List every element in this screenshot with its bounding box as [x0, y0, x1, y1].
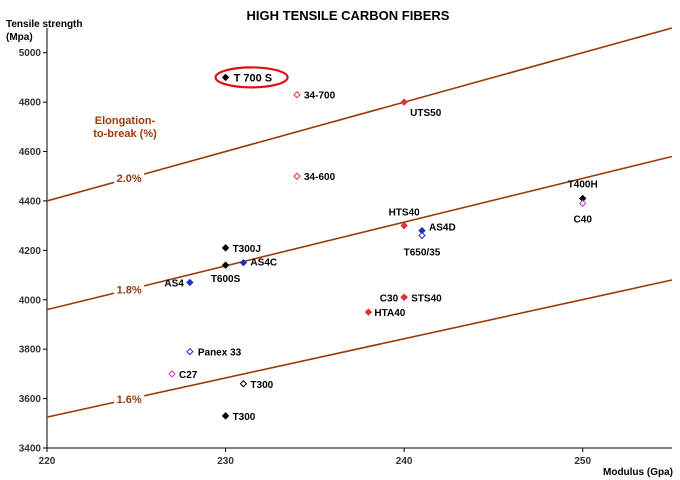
- point-label: HTA40: [374, 308, 405, 319]
- highlight-ring: [214, 66, 289, 89]
- point-label: Panex 33: [198, 348, 242, 359]
- reference-label: 2.0%: [117, 173, 142, 185]
- y-tick-label: 5000: [19, 48, 42, 59]
- y-tick-label: 4000: [19, 295, 42, 306]
- y-tick-label: 3400: [19, 444, 42, 455]
- point-marker: [239, 258, 248, 267]
- point-label: T300: [250, 380, 273, 391]
- point-label: 34-700: [304, 91, 336, 102]
- point-label: C30: [380, 293, 399, 304]
- point-marker: [293, 172, 301, 180]
- point-marker: [168, 370, 176, 378]
- y-tick-label: 3800: [19, 345, 42, 356]
- point-label: C27: [179, 370, 198, 381]
- point-label: STS40: [411, 293, 442, 304]
- point-marker: [579, 199, 587, 208]
- point-label: AS4D: [429, 223, 456, 234]
- reference-lines: 2.0% 1.8% 1.6%: [46, 27, 673, 418]
- point-label: T300J: [233, 244, 261, 255]
- point-label: HTS40: [389, 208, 421, 219]
- x-axis-label: Modulus (Gpa): [603, 467, 673, 478]
- point-label: T400H: [568, 179, 598, 190]
- axes: [46, 28, 672, 449]
- reference-line-1.8%: [46, 155, 673, 311]
- point-label: AS4: [164, 278, 184, 289]
- point-label: 34-600: [304, 172, 336, 183]
- reference-label-bg: [114, 281, 145, 297]
- point-label: C40: [574, 214, 593, 225]
- point-marker: [364, 308, 373, 316]
- point-marker: [221, 73, 230, 82]
- point-marker: [221, 244, 230, 252]
- point-label: T650/35: [404, 248, 441, 259]
- y-tick-label: 4400: [19, 196, 42, 207]
- point-marker: [400, 293, 408, 302]
- point-marker: [221, 412, 230, 420]
- x-tick-label: 220: [39, 456, 56, 467]
- point-marker: [221, 261, 230, 269]
- y-tick-label: 4200: [19, 246, 42, 257]
- elongation-annotation-line-1: Elongation-: [95, 115, 156, 127]
- point-marker: [186, 278, 194, 287]
- ticks: 3400 3600 3800 4000 4200 4400 4600 4800 5000 220 2…: [19, 48, 592, 467]
- x-tick-label: 250: [574, 456, 591, 467]
- reference-label: 1.8%: [117, 285, 142, 297]
- reference-label: 1.6%: [117, 394, 142, 406]
- point-label: AS4C: [250, 258, 277, 269]
- reference-label-bg: [114, 391, 145, 407]
- chart-title: HIGH TENSILE CARBON FIBERS: [247, 8, 450, 23]
- y-tick-label: 3600: [19, 394, 42, 405]
- point-label: T 700 S: [234, 72, 273, 84]
- point-marker: [400, 98, 408, 106]
- reference-line-2.0%: [46, 27, 673, 202]
- x-tick-label: 240: [396, 456, 413, 467]
- reference-line-1.6%: [46, 279, 673, 418]
- point-marker: [293, 90, 301, 99]
- point-marker: [186, 347, 194, 356]
- point-label: UTS50: [410, 108, 442, 119]
- x-tick-label: 230: [217, 456, 234, 467]
- point-marker: [239, 380, 248, 388]
- point-marker: [400, 221, 408, 230]
- point-label: T600S: [211, 274, 241, 285]
- y-tick-label: 4800: [19, 98, 42, 109]
- point-label: T300: [233, 412, 256, 423]
- reference-label-bg: [114, 170, 145, 186]
- elongation-annotation-line-2: to-break (%): [93, 128, 157, 140]
- data-points: T 700 S 34-700 UTS50 34-600 T400H C40 HTS40 AS4…: [164, 66, 598, 423]
- y-axis-label-line-1: Tensile strength: [6, 19, 83, 30]
- y-axis-label-line-2: (Mpa): [6, 32, 33, 43]
- point-marker: [418, 231, 426, 240]
- y-tick-label: 4600: [19, 147, 42, 158]
